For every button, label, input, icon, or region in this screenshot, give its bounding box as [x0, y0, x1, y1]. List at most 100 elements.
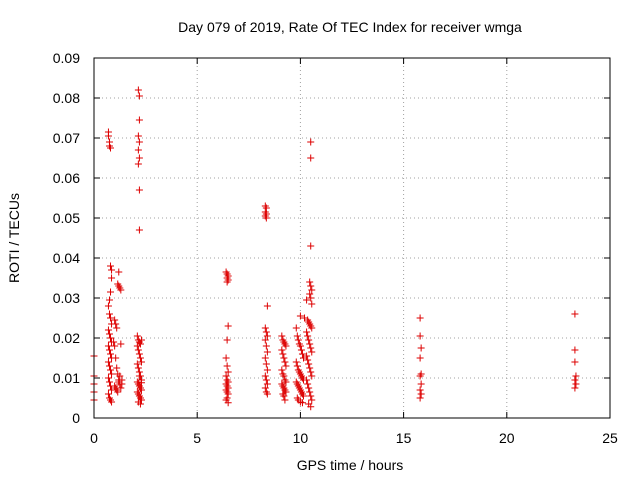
data-point [135, 350, 143, 358]
data-point [304, 380, 312, 388]
data-point [296, 312, 304, 320]
data-point [133, 342, 141, 350]
data-point [303, 296, 311, 304]
data-point [298, 350, 306, 358]
data-point [137, 358, 145, 366]
data-point [105, 310, 113, 318]
data-point [137, 386, 145, 394]
data-point [303, 376, 311, 384]
data-point [110, 338, 118, 346]
data-point [117, 286, 125, 294]
data-point [261, 336, 269, 344]
data-point [134, 364, 142, 372]
data-point [305, 336, 313, 344]
data-point [307, 154, 315, 162]
data-point [224, 322, 232, 330]
data-point [111, 342, 119, 350]
data-point [306, 388, 314, 396]
data-point [263, 348, 271, 356]
data-point [108, 370, 116, 378]
data-point [292, 324, 300, 332]
data-point [223, 336, 231, 344]
data-point [292, 358, 300, 366]
data-point [308, 300, 316, 308]
data-point [261, 384, 269, 392]
data-point [113, 324, 121, 332]
data-point [416, 372, 424, 380]
data-point [137, 379, 145, 387]
data-point [307, 368, 315, 376]
data-point [307, 403, 315, 411]
x-tick-label: 20 [499, 430, 515, 446]
chart-title: Day 079 of 2019, Rate Of TEC Index for r… [178, 19, 522, 35]
data-point [307, 294, 315, 302]
data-point [571, 358, 579, 366]
y-tick-label: 0.06 [53, 170, 80, 186]
data-point [308, 372, 316, 380]
data-point [416, 386, 424, 394]
data-point [134, 86, 142, 94]
data-point [135, 116, 143, 124]
data-point [303, 352, 311, 360]
data-point [299, 392, 307, 400]
data-point [105, 362, 113, 370]
data-point [304, 356, 312, 364]
data-point [112, 354, 120, 362]
data-point [262, 360, 270, 368]
data-point [222, 372, 230, 380]
data-point [104, 326, 112, 334]
data-point [113, 364, 121, 372]
data-point [135, 186, 143, 194]
data-point [305, 360, 313, 368]
data-point [222, 354, 230, 362]
data-point [416, 314, 424, 322]
grid-lines [94, 58, 610, 418]
data-point [104, 390, 112, 398]
data-point [224, 368, 232, 376]
data-points [90, 86, 580, 411]
data-point [105, 378, 113, 386]
data-point [293, 332, 301, 340]
data-point [115, 268, 123, 276]
data-point [279, 350, 287, 358]
data-point [263, 302, 271, 310]
data-point [107, 314, 115, 322]
data-point [262, 376, 270, 384]
x-axis-label: GPS time / hours [297, 457, 404, 473]
data-point [278, 332, 286, 340]
data-point [262, 214, 270, 222]
data-point [572, 380, 580, 388]
data-point [104, 132, 112, 140]
data-point [278, 366, 286, 374]
data-point [417, 344, 425, 352]
data-point [107, 288, 115, 296]
data-point [112, 320, 120, 328]
data-point [297, 346, 305, 354]
data-point [417, 380, 425, 388]
data-point [281, 358, 289, 366]
y-tick-label: 0.09 [53, 50, 80, 66]
data-point [135, 226, 143, 234]
data-point [104, 302, 112, 310]
y-tick-label: 0.02 [53, 330, 80, 346]
data-point [280, 392, 288, 400]
data-point [104, 358, 112, 366]
y-tick-label: 0.04 [53, 250, 80, 266]
data-point [117, 340, 125, 348]
data-point [261, 354, 269, 362]
data-point [261, 372, 269, 380]
data-point [571, 384, 579, 392]
data-point [135, 372, 143, 380]
data-point [572, 372, 580, 380]
data-point [280, 354, 288, 362]
data-point [118, 376, 126, 384]
data-point [280, 372, 288, 380]
data-point [304, 332, 312, 340]
data-point [298, 399, 306, 407]
data-point [107, 334, 115, 342]
data-point [135, 138, 143, 146]
data-point [137, 336, 145, 344]
data-point [114, 388, 122, 396]
data-point [306, 278, 314, 286]
